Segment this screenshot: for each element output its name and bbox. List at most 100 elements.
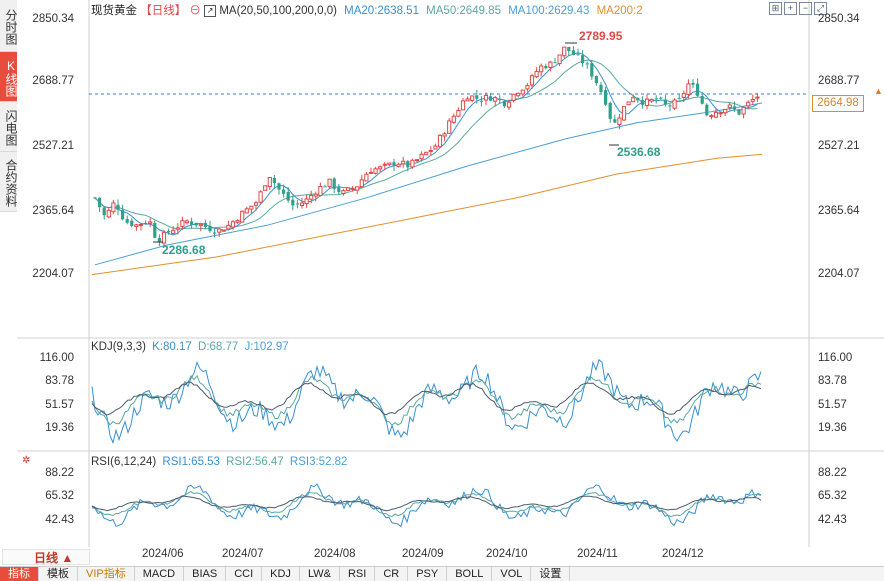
candle-body [663,99,667,105]
period-selector[interactable]: 日线 ▲ [2,549,90,565]
candle-body [98,197,102,208]
tab-bias[interactable]: BIAS [184,567,227,581]
rsi-y-tick: 65.32 [818,490,847,502]
x-tick: 2024/10 [486,548,528,560]
candle-body [713,111,719,118]
y-tick: 2850.34 [818,13,860,25]
tab-boll[interactable]: BOLL [447,567,493,581]
candle-body [332,178,336,189]
y-tick-left: 2850.34 [32,13,74,25]
tab-macd[interactable]: MACD [135,567,185,581]
candle-body [106,209,111,218]
tab-cr[interactable]: CR [375,567,409,581]
ma-settings-icon[interactable]: ↗ [204,4,217,17]
candle-body [318,185,323,197]
rsi1: RSI1:65.53 [162,456,220,468]
low1-annotation: 2286.68 [162,243,206,257]
candle-body [291,199,295,206]
candle-body [470,95,475,101]
candle-body [562,46,567,57]
candle-body [581,55,585,64]
candle-body [489,96,493,101]
y-tick-left: 2204.07 [32,268,74,280]
refresh-icon[interactable]: ⊖ [189,5,201,17]
candle-body [741,106,746,115]
candle-body [355,186,360,191]
candle-body [203,222,207,227]
tab-template[interactable]: 模板 [39,567,78,581]
candle-body [732,106,736,110]
kdj-d-line [91,381,762,416]
zoom-out-icon[interactable]: − [799,2,812,15]
candle-body [217,228,222,233]
rsi3: RSI3:52.82 [289,456,348,468]
chart-canvas[interactable]: 2789.95 2286.68 2536.68 [17,0,884,547]
tab-vol[interactable]: VOL [492,567,532,581]
candle-body [295,203,299,205]
candle-body [709,115,714,118]
candle-body [548,61,553,68]
candle-body [157,238,161,243]
tab-vip-indicator[interactable]: VIP指标 [78,567,135,581]
tab-indicator[interactable]: 指标 [0,567,39,581]
fullscreen-icon[interactable]: ⤢ [814,2,827,15]
x-tick: 2024/07 [222,548,264,560]
gear-icon[interactable]: ✲ [22,455,31,466]
candle-body [502,100,506,107]
indicator-tabs: 指标 模板 VIP指标 MACD BIAS CCI KDJ LW& RSI CR… [0,566,884,581]
tab-kline[interactable]: K线图 [0,52,18,102]
candle-body [451,115,456,123]
ma20-value: MA20:2638.51 [344,5,419,17]
x-tick: 2024/09 [402,548,444,560]
candle-body [483,95,489,101]
candle-body [111,202,116,213]
y-tick: 2527.21 [818,140,860,152]
candle-body [368,171,374,174]
candle-body [198,223,203,227]
tab-contract-info[interactable]: 合约资料 [0,152,18,212]
tab-psy[interactable]: PSY [408,567,448,581]
tab-rsi[interactable]: RSI [340,567,376,581]
candle-body [672,99,677,109]
tab-lw[interactable]: LW& [300,567,340,581]
candle-body [681,93,686,99]
candle-body [345,187,351,191]
candle-body [144,222,148,224]
x-tick: 2024/06 [142,548,184,560]
tab-settings[interactable]: 设置 [531,567,571,581]
candle-body [498,99,502,101]
candle-body [130,220,134,226]
rsi2-line [91,491,762,518]
candle-body [456,110,461,117]
candle-body [659,97,663,99]
zoom-in-icon[interactable]: + [784,2,797,15]
tab-timeshare[interactable]: 分时图 [0,0,18,52]
candle-body [525,85,530,90]
ma200-value: MA200:2 [596,5,643,17]
candle-body [428,149,433,152]
candle-body [148,221,153,224]
candle-body [465,98,470,102]
candle-body [235,220,240,223]
candle-body [378,166,383,170]
tab-cci[interactable]: CCI [226,567,263,581]
candle-body [585,63,589,65]
candle-body [406,160,410,168]
candle-body [194,222,198,226]
kdj-header: KDJ(9,3,3) K:80.17 D:68.77 J:102.97 [91,341,289,353]
period-tag: 【日线】 [140,5,187,17]
candle-body [175,227,180,230]
expand-icon[interactable]: ⊞ [769,2,782,15]
candle-body [621,106,627,121]
candle-body [460,100,466,111]
candle-body [433,145,438,150]
candle-body [286,191,290,201]
candle-body [617,117,622,125]
chart-area[interactable]: 2789.95 2286.68 2536.68 现货黄金 【日线】 ⊖ ↗ MA(2… [17,0,884,560]
tab-kdj[interactable]: KDJ [262,567,300,581]
candle-body [230,221,236,228]
candle-body [180,220,185,227]
tab-flash-chart[interactable]: 闪电图 [0,102,18,152]
rsi-y-tick-left: 88.22 [45,467,74,479]
ma100-line [94,102,763,266]
